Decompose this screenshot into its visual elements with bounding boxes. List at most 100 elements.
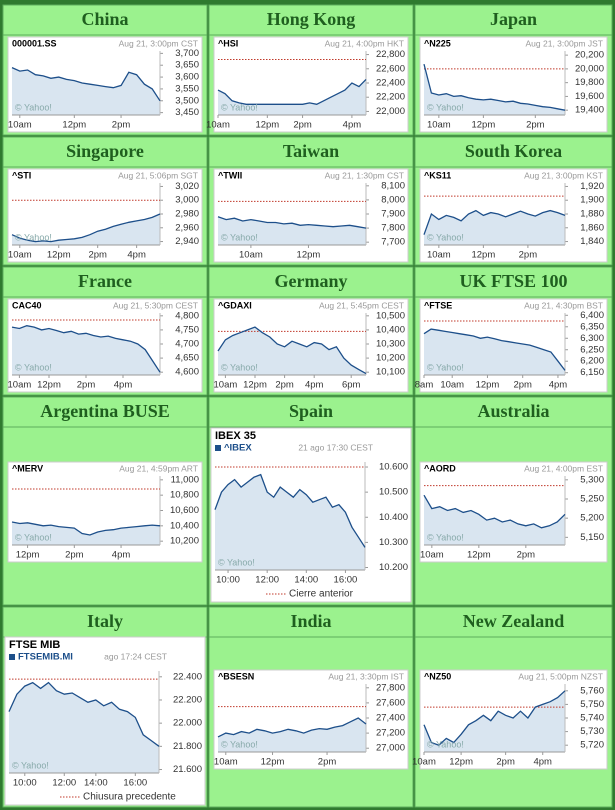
subtitle: Aug 21, 5:00pm NZST <box>518 671 603 681</box>
x-tick-label: 12:00 <box>52 778 76 789</box>
region-title: Italy <box>87 611 123 631</box>
region-title: UK FTSE 100 <box>459 271 567 291</box>
y-tick-label: 19,400 <box>575 105 604 116</box>
x-tick-label: 10am <box>427 120 451 131</box>
x-tick-label: 12pm <box>37 380 61 391</box>
region-title: Argentina BUSE <box>40 401 170 421</box>
y-tick-label: 10.300 <box>379 537 408 548</box>
watermark: © Yahoo! <box>15 532 52 542</box>
cell-header <box>2 396 208 428</box>
area <box>218 718 366 752</box>
y-tick-label: 27,600 <box>376 697 405 708</box>
x-tick-label: 4pm <box>343 120 362 131</box>
y-tick-label: 1,880 <box>580 209 604 220</box>
y-tick-label: 6,400 <box>580 310 604 321</box>
symbol: ^AORD <box>424 463 456 473</box>
cell-header <box>2 266 208 298</box>
x-tick-label: 12pm <box>47 250 71 261</box>
price-line <box>217 717 367 738</box>
x-tick-label: 8am <box>415 380 434 391</box>
x-tick-label: 10:00 <box>13 778 37 789</box>
symbol: 000001.SS <box>12 38 57 48</box>
watermark: © Yahoo! <box>218 557 255 567</box>
y-tick-label: 6,350 <box>580 321 604 332</box>
watermark: © Yahoo! <box>427 739 464 749</box>
price-line <box>423 690 566 746</box>
cell-header <box>2 606 208 638</box>
x-tick-label: 4pm <box>127 250 146 261</box>
y-tick-label: 4,600 <box>175 367 199 378</box>
symbol: ^BSESN <box>218 671 254 681</box>
x-tick-label: 12pm <box>467 550 491 561</box>
legend-label: Cierre anterior <box>289 589 354 600</box>
region-title: France <box>78 271 132 291</box>
y-tick-label: 22,600 <box>376 63 405 74</box>
y-tick-label: 5,150 <box>580 532 604 543</box>
y-tick-label: 27,000 <box>376 743 405 754</box>
y-tick-label: 4,700 <box>175 339 199 350</box>
y-tick-label: 7,800 <box>381 223 405 234</box>
watermark: © Yahoo! <box>15 232 52 242</box>
price-line <box>214 473 366 548</box>
region-title: Japan <box>490 9 537 29</box>
x-tick-label: 6pm <box>342 380 361 391</box>
x-tick-label: 12pm <box>297 250 321 261</box>
y-tick-label: 10,200 <box>376 353 405 364</box>
cell-header <box>208 136 414 168</box>
x-tick-label: 10am <box>8 120 32 131</box>
area <box>218 216 366 245</box>
x-tick-label: 10am <box>239 250 263 261</box>
price-line <box>8 681 160 747</box>
chart-box <box>213 36 409 133</box>
y-tick-label: 1,840 <box>580 236 604 247</box>
chart-box <box>7 168 203 263</box>
price-line <box>423 328 566 371</box>
x-tick-label: 2pm <box>519 250 538 261</box>
region-title: China <box>81 9 128 29</box>
area <box>218 79 366 115</box>
y-tick-label: 10,200 <box>170 536 199 547</box>
region-title: Spain <box>289 401 333 421</box>
cell-header <box>208 396 414 428</box>
symbol: ^MERV <box>12 463 43 473</box>
symbol: ^HSI <box>218 38 238 48</box>
watermark: © Yahoo! <box>221 739 258 749</box>
watermark: © Yahoo! <box>427 102 464 112</box>
y-tick-label: 10,400 <box>170 520 199 531</box>
y-tick-label: 5,740 <box>580 713 604 724</box>
symbol: CAC40 <box>12 300 42 310</box>
index-name: FTSE MIB <box>9 639 60 651</box>
x-tick-label: 10am <box>214 380 238 391</box>
y-tick-label: 5,720 <box>580 740 604 751</box>
x-tick-label: 12pm <box>255 120 279 131</box>
y-tick-label: 6,250 <box>580 344 604 355</box>
area <box>12 325 160 375</box>
watermark: © Yahoo! <box>15 102 52 112</box>
symbol: ^KS11 <box>424 170 451 180</box>
y-tick-label: 7,700 <box>381 237 405 248</box>
y-tick-label: 6,300 <box>580 333 604 344</box>
subtitle: 21 ago 17:30 CEST <box>298 442 373 452</box>
x-tick-label: 2pm <box>88 250 107 261</box>
y-tick-label: 8,000 <box>381 194 405 205</box>
x-tick-label: 10am <box>440 380 464 391</box>
watermark: © Yahoo! <box>15 362 52 372</box>
watermark: © Yahoo! <box>221 102 258 112</box>
x-tick-label: 16:00 <box>123 778 147 789</box>
y-tick-label: 5,200 <box>580 513 604 524</box>
x-tick-label: 10am <box>8 250 32 261</box>
region-title: Australia <box>478 401 550 421</box>
watermark: © Yahoo! <box>427 232 464 242</box>
x-tick-label: 4pm <box>533 757 552 768</box>
symbol: ^GDAXI <box>218 300 252 310</box>
region-title: Taiwan <box>283 141 339 161</box>
x-tick-label: 10am <box>206 120 230 131</box>
y-tick-label: 1,900 <box>580 195 604 206</box>
y-tick-label: 3,650 <box>175 60 199 71</box>
region-title: India <box>290 611 331 631</box>
y-tick-label: 2,980 <box>175 209 199 220</box>
y-tick-label: 4,650 <box>175 353 199 364</box>
y-tick-label: 10,800 <box>170 490 199 501</box>
area <box>424 64 565 115</box>
y-tick-label: 22.200 <box>173 694 202 705</box>
